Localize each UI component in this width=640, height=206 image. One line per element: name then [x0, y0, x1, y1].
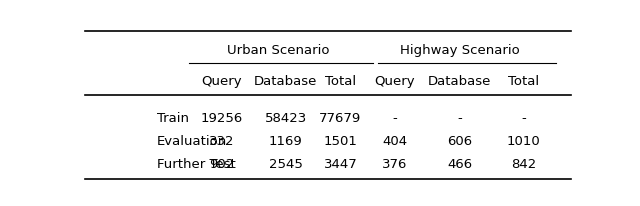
Text: -: -: [392, 112, 397, 125]
Text: 332: 332: [209, 135, 234, 148]
Text: 842: 842: [511, 158, 536, 171]
Text: 1169: 1169: [269, 135, 303, 148]
Text: 376: 376: [382, 158, 408, 171]
Text: 58423: 58423: [265, 112, 307, 125]
Text: Total: Total: [508, 75, 540, 88]
Text: Evaluation: Evaluation: [157, 135, 227, 148]
Text: 404: 404: [382, 135, 408, 148]
Text: 3447: 3447: [324, 158, 357, 171]
Text: Train: Train: [157, 112, 189, 125]
Text: Database: Database: [254, 75, 317, 88]
Text: 2545: 2545: [269, 158, 303, 171]
Text: 77679: 77679: [319, 112, 362, 125]
Text: Total: Total: [325, 75, 356, 88]
Text: Database: Database: [428, 75, 491, 88]
Text: -: -: [522, 112, 526, 125]
Text: Further Test: Further Test: [157, 158, 236, 171]
Text: 466: 466: [447, 158, 472, 171]
Text: Highway Scenario: Highway Scenario: [399, 44, 519, 57]
Text: Query: Query: [374, 75, 415, 88]
Text: 19256: 19256: [200, 112, 243, 125]
Text: 1501: 1501: [323, 135, 357, 148]
Text: 902: 902: [209, 158, 234, 171]
Text: Query: Query: [201, 75, 242, 88]
Text: 1010: 1010: [507, 135, 541, 148]
Text: Urban Scenario: Urban Scenario: [227, 44, 330, 57]
Text: 606: 606: [447, 135, 472, 148]
Text: -: -: [457, 112, 462, 125]
